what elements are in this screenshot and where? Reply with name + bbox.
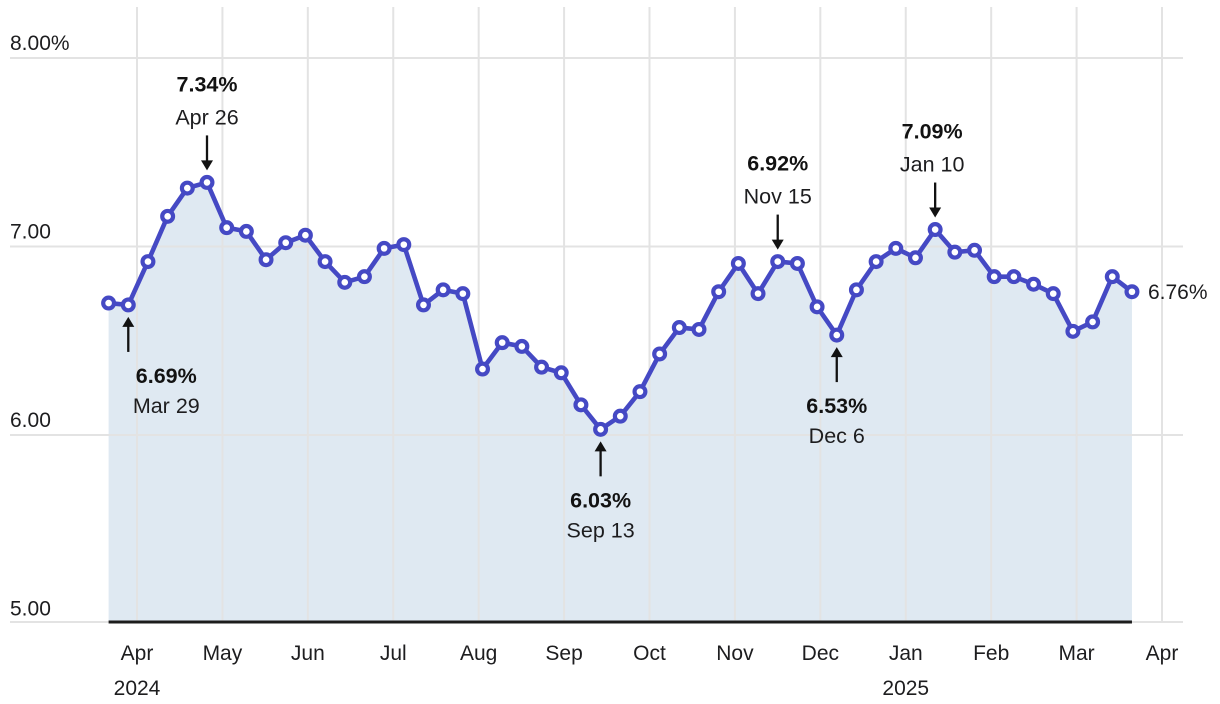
annotation-arrowhead bbox=[594, 441, 607, 452]
x-tick-label: Apr bbox=[1146, 642, 1179, 665]
data-point-marker bbox=[1045, 286, 1061, 302]
x-tick-label: Jan bbox=[889, 642, 923, 665]
x-tick-year-label: 2025 bbox=[882, 677, 929, 700]
data-point-marker bbox=[376, 240, 392, 256]
data-point-marker bbox=[494, 335, 510, 351]
x-tick-label: Oct bbox=[633, 642, 666, 665]
data-point-marker bbox=[593, 421, 609, 437]
data-point-marker bbox=[317, 254, 333, 270]
x-tick-year-label: 2024 bbox=[114, 677, 161, 700]
data-point-marker bbox=[829, 327, 845, 343]
y-tick-label: 5.00 bbox=[10, 598, 51, 621]
data-point-marker bbox=[770, 254, 786, 270]
data-point-marker bbox=[789, 255, 805, 271]
data-point-marker bbox=[534, 359, 550, 375]
data-point-marker bbox=[691, 321, 707, 337]
data-point-marker bbox=[652, 346, 668, 362]
x-tick-label: Dec bbox=[802, 642, 839, 665]
x-tick-label: Nov bbox=[716, 642, 754, 665]
data-point-marker bbox=[455, 286, 471, 302]
annotation-value: 6.03% bbox=[570, 488, 631, 512]
data-point-marker bbox=[888, 240, 904, 256]
data-point-marker bbox=[356, 269, 372, 285]
data-point-marker bbox=[553, 365, 569, 381]
annotation-value: 7.34% bbox=[177, 72, 238, 96]
annotation-date: Apr 26 bbox=[175, 105, 238, 129]
y-tick-label: 6.00 bbox=[10, 409, 51, 432]
annotation-date: Nov 15 bbox=[744, 185, 812, 209]
x-tick-label: Aug bbox=[460, 642, 497, 665]
data-point-marker bbox=[1065, 323, 1081, 339]
annotation-arrowhead bbox=[830, 347, 843, 358]
annotation-date: Jan 10 bbox=[900, 153, 965, 177]
data-point-marker bbox=[199, 174, 215, 190]
x-tick-label: Feb bbox=[973, 642, 1009, 665]
annotation-date: Dec 6 bbox=[809, 424, 865, 448]
x-tick-label: Jul bbox=[380, 642, 407, 665]
data-point-marker bbox=[967, 242, 983, 258]
x-tick-label: Sep bbox=[545, 642, 582, 665]
annotation-value: 6.92% bbox=[747, 152, 808, 176]
annotation-value: 6.53% bbox=[806, 394, 867, 418]
annotation-value: 7.09% bbox=[902, 120, 963, 144]
data-point-marker bbox=[711, 284, 727, 300]
annotation-arrowhead bbox=[771, 239, 784, 250]
data-point-marker bbox=[632, 384, 648, 400]
y-tick-label: 8.00% bbox=[10, 32, 70, 55]
data-point-marker bbox=[415, 297, 431, 313]
data-point-marker bbox=[947, 244, 963, 260]
annotation-arrowhead bbox=[201, 160, 213, 171]
data-point-marker bbox=[868, 254, 884, 270]
annotation-value: 6.69% bbox=[136, 364, 197, 388]
data-point-marker bbox=[809, 299, 825, 315]
end-value-label: 6.76% bbox=[1148, 281, 1208, 304]
data-point-marker bbox=[140, 254, 156, 270]
data-point-marker bbox=[1104, 269, 1120, 285]
x-tick-label: Mar bbox=[1059, 642, 1095, 665]
data-point-marker bbox=[1124, 284, 1140, 300]
data-point-marker bbox=[927, 222, 943, 238]
data-point-marker bbox=[514, 338, 530, 354]
area-fill bbox=[108, 182, 1132, 622]
data-point-marker bbox=[612, 408, 628, 424]
y-tick-label: 7.00 bbox=[10, 221, 51, 244]
annotation-date: Mar 29 bbox=[133, 394, 200, 418]
data-point-marker bbox=[219, 220, 235, 236]
data-point-marker bbox=[160, 208, 176, 224]
data-point-marker bbox=[297, 227, 313, 243]
data-point-marker bbox=[179, 180, 195, 196]
annotation-date: Sep 13 bbox=[567, 518, 635, 542]
data-point-marker bbox=[435, 282, 451, 298]
data-point-marker bbox=[120, 297, 136, 313]
x-tick-label: Apr bbox=[121, 642, 154, 665]
annotation-arrowhead bbox=[122, 316, 135, 327]
data-point-marker bbox=[730, 255, 746, 271]
data-point-marker bbox=[986, 269, 1002, 285]
x-tick-label: Jun bbox=[291, 642, 325, 665]
data-point-marker bbox=[396, 237, 412, 253]
data-point-marker bbox=[475, 361, 491, 377]
data-point-marker bbox=[101, 295, 117, 311]
data-point-marker bbox=[907, 250, 923, 266]
data-point-marker bbox=[278, 235, 294, 251]
data-point-marker bbox=[258, 252, 274, 268]
annotation-arrowhead bbox=[929, 207, 942, 218]
data-point-marker bbox=[848, 282, 864, 298]
data-point-marker bbox=[1026, 276, 1042, 292]
data-point-marker bbox=[1085, 314, 1101, 330]
data-point-marker bbox=[1006, 269, 1022, 285]
data-point-marker bbox=[238, 223, 254, 239]
data-point-marker bbox=[573, 397, 589, 413]
data-point-marker bbox=[337, 274, 353, 290]
data-point-marker bbox=[671, 320, 687, 336]
x-tick-label: May bbox=[203, 642, 243, 665]
data-point-marker bbox=[750, 286, 766, 302]
